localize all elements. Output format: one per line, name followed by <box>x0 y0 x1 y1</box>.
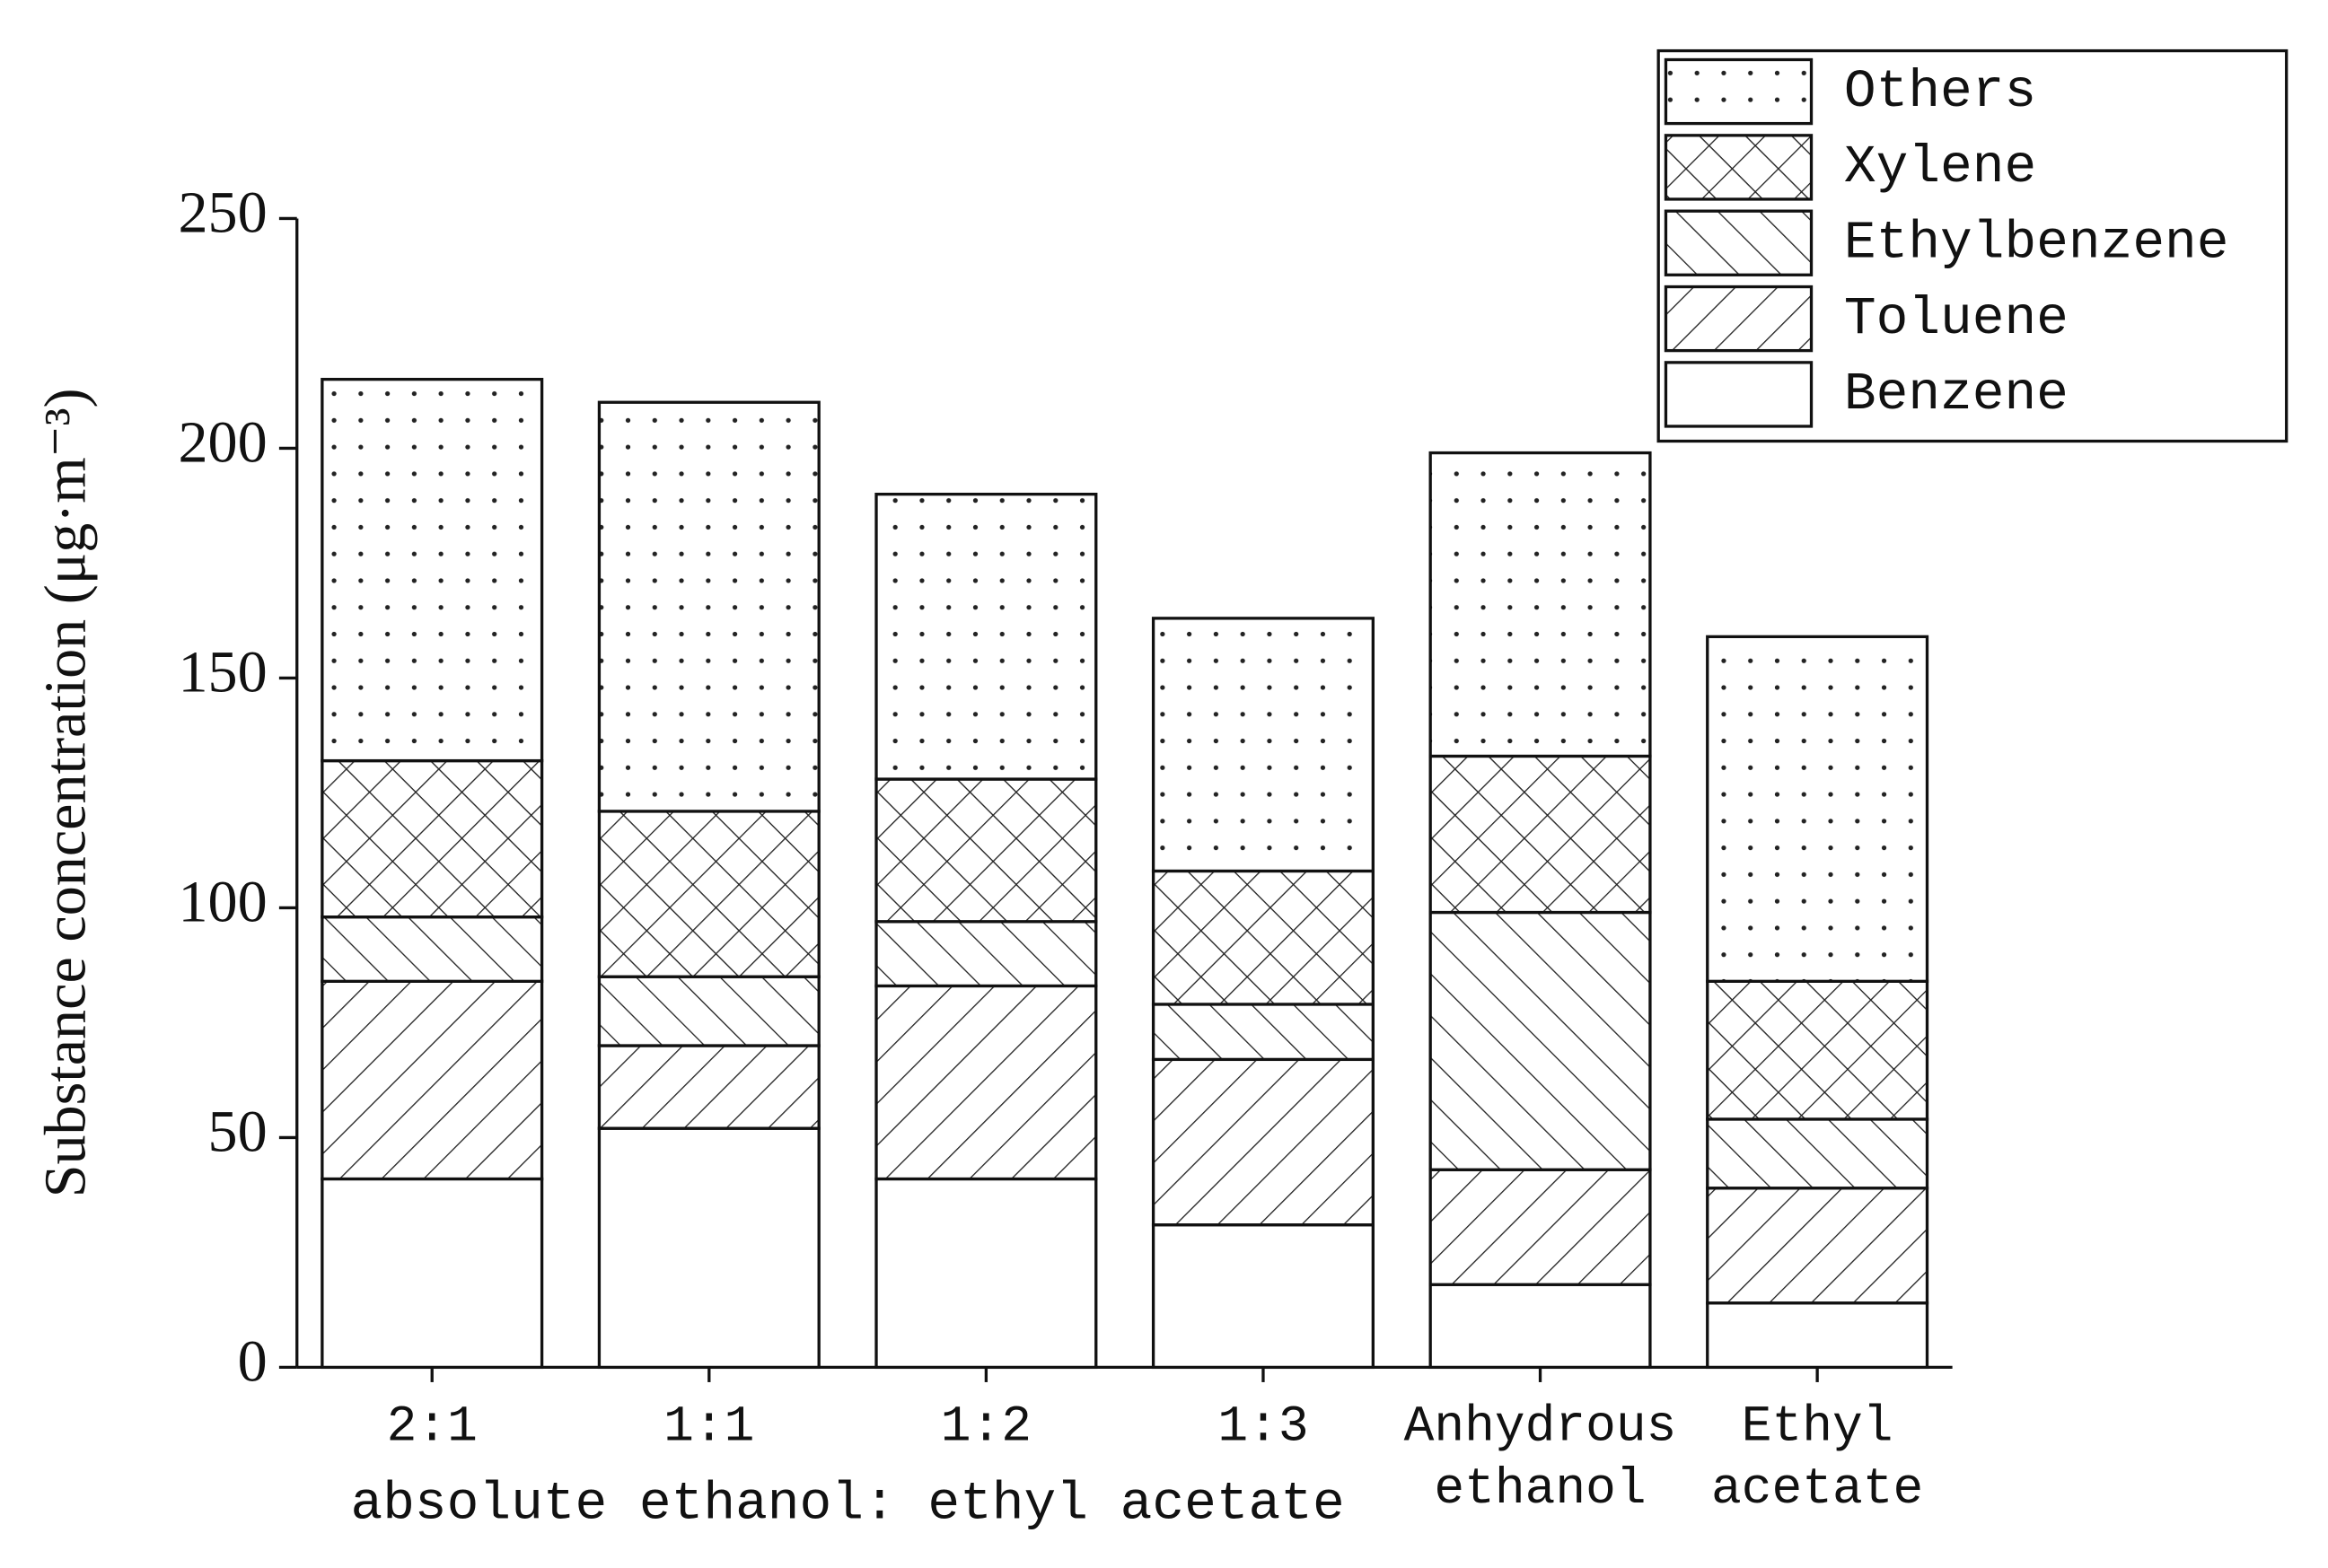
y-tick-label: 250 <box>178 180 267 246</box>
x-tick-label-box: 1:2 <box>940 1399 1032 1457</box>
bar-segment-pattern <box>1706 979 1929 1121</box>
x-tick-label-box: 1:3 <box>1217 1399 1309 1457</box>
x-tick-label-box: 1:1 <box>663 1399 755 1457</box>
x-tick-label-box: Anhydrous ethanol <box>1403 1399 1677 1520</box>
bar-segment-pattern <box>874 984 1098 1181</box>
legend-label: Xylene <box>1844 136 2036 197</box>
x-tick-label: Ethyl acetate <box>1711 1399 1924 1520</box>
legend-label: Benzene <box>1844 364 2069 425</box>
bar-segment-pattern <box>1428 451 1652 758</box>
bar-segment-pattern <box>1706 1187 1929 1305</box>
bar-segment-pattern <box>874 777 1098 924</box>
bar-segment-pattern <box>1706 635 1929 983</box>
bar-segment-pattern <box>597 975 821 1047</box>
x-tick-label: 1:3 <box>1217 1399 1309 1457</box>
legend-label: Others <box>1844 61 2036 122</box>
bar-segment-pattern <box>1428 1168 1652 1286</box>
bar-segment-pattern <box>1151 1223 1375 1370</box>
x-tick-label-box: Ethyl acetate <box>1711 1399 1924 1520</box>
bar-segment-pattern <box>874 492 1098 781</box>
bar-segment-pattern <box>1428 1283 1652 1370</box>
bar-segment-pattern <box>874 1177 1098 1370</box>
bar-segment-pattern <box>597 1044 821 1130</box>
bar-segment-pattern <box>1151 1003 1375 1062</box>
x-tick-label-box: 2:1 <box>386 1399 478 1457</box>
y-tick-label: 100 <box>178 870 267 935</box>
legend-swatch <box>1664 285 1814 353</box>
legend-label: Toluene <box>1844 288 2069 349</box>
legend-swatch <box>1664 57 1814 126</box>
y-tick-label: 0 <box>238 1329 268 1395</box>
bar-segment-pattern <box>597 810 821 978</box>
bar-segment-pattern <box>321 377 544 763</box>
bar-segment-pattern <box>1706 1117 1929 1190</box>
group-label: absolute ethanol: ethyl acetate <box>351 1473 1345 1534</box>
bar-segment-pattern <box>321 979 544 1181</box>
bar-segment-pattern <box>597 400 821 813</box>
y-tick-label: 150 <box>178 640 267 705</box>
x-tick-label: 1:2 <box>940 1399 1032 1457</box>
bar-segment-pattern <box>321 1177 544 1370</box>
bar-segment-pattern <box>321 758 544 919</box>
bar-segment-pattern <box>321 915 544 983</box>
y-tick-label: 50 <box>208 1099 268 1165</box>
x-tick-label: Anhydrous ethanol <box>1403 1399 1677 1520</box>
legend-swatch <box>1664 134 1814 201</box>
bar-segment-pattern <box>1428 754 1652 915</box>
bar-segment-pattern <box>1706 1301 1929 1370</box>
bar-segment-pattern <box>1151 1057 1375 1227</box>
y-tick-label: 200 <box>178 410 267 476</box>
legend-swatch <box>1664 361 1814 428</box>
bar-segment-pattern <box>597 1126 821 1370</box>
y-axis-label: Substance concentration (μg·m⁻³) <box>33 389 99 1198</box>
bar-segment-pattern <box>874 920 1098 988</box>
x-tick-label: 2:1 <box>386 1399 478 1457</box>
legend-swatch <box>1664 209 1814 276</box>
bar-segment-pattern <box>1151 617 1375 873</box>
x-tick-label: 1:1 <box>663 1399 755 1457</box>
bar-segment-pattern <box>1428 910 1652 1171</box>
bar-segment-pattern <box>1151 869 1375 1006</box>
legend-label: Ethylbenzene <box>1844 212 2229 273</box>
